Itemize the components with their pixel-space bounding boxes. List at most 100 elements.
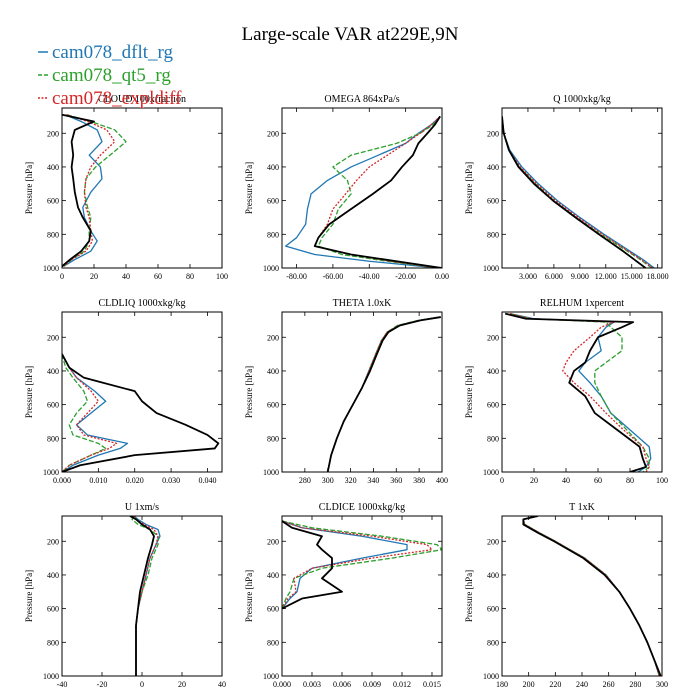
- panel-2: Q 1000xkg/kg Pressure [hPa] 200 400 600 800 10…: [464, 94, 669, 281]
- series-cam078_expldiff: [133, 516, 159, 676]
- series-cam078_expldiff: [62, 353, 118, 472]
- x-tick-label: 180: [496, 680, 508, 689]
- y-tick-label: 600: [487, 197, 499, 206]
- series-obs: [313, 115, 442, 268]
- series-cam078_qt5_rg: [63, 114, 127, 267]
- x-tick-label: 280: [299, 476, 311, 485]
- series-cam078_expldiff: [509, 313, 650, 472]
- y-tick-label: 400: [267, 163, 279, 172]
- y-axis-label: Pressure [hPa]: [464, 162, 474, 214]
- x-tick-label: 3.000: [519, 272, 537, 281]
- x-tick-label: 0.006: [333, 680, 351, 689]
- y-tick-label: 200: [47, 129, 59, 138]
- series-obs: [326, 316, 442, 472]
- x-tick-label: 0: [140, 680, 144, 689]
- legend: cam078_dflt_rgcam078_qt5_rgcam078_expldi…: [38, 42, 182, 109]
- x-tick-label: 18.000: [647, 272, 669, 281]
- x-tick-label: -40.00: [359, 272, 380, 281]
- x-tick-label: 340: [367, 476, 379, 485]
- series-cam078_dflt_rg: [509, 313, 652, 472]
- x-tick-label: 220: [549, 680, 561, 689]
- x-tick-label: 0: [500, 476, 504, 485]
- legend-label: cam078_expldiff: [52, 88, 182, 109]
- x-tick-label: 300: [656, 680, 668, 689]
- x-tick-label: 20: [530, 476, 538, 485]
- y-tick-label: 400: [267, 367, 279, 376]
- series-obs: [62, 113, 95, 268]
- x-tick-label: 20: [90, 272, 98, 281]
- x-tick-label: 0.030: [162, 476, 180, 485]
- x-tick-label: -60.00: [323, 272, 344, 281]
- x-tick-label: 0.00: [435, 272, 449, 281]
- y-tick-label: 400: [47, 367, 59, 376]
- x-tick-label: -40: [57, 680, 68, 689]
- y-tick-label: 1000: [43, 264, 59, 273]
- y-axis-label: Pressure [hPa]: [24, 570, 34, 622]
- y-tick-label: 1000: [483, 672, 499, 681]
- series-cam078_qt5_rg: [502, 116, 653, 268]
- y-tick-label: 400: [47, 163, 59, 172]
- x-tick-label: -80.00: [286, 272, 307, 281]
- series-cam078_qt5_rg: [282, 520, 442, 609]
- series-cam078_dflt_rg: [63, 114, 103, 267]
- panel-4: THETA 1.0xK Pressure [hPa] 200 400 600 800 100…: [244, 298, 448, 485]
- y-tick-label: 200: [47, 333, 59, 342]
- y-tick-label: 400: [47, 571, 59, 580]
- x-tick-label: 40: [218, 680, 226, 689]
- y-tick-label: 600: [47, 197, 59, 206]
- series-cam078_qt5_rg: [509, 313, 650, 472]
- y-tick-label: 400: [267, 571, 279, 580]
- panel-frame: [281, 311, 443, 473]
- y-tick-label: 1000: [43, 468, 59, 477]
- y-tick-label: 600: [487, 401, 499, 410]
- y-tick-label: 200: [47, 537, 59, 546]
- series-cam078_dflt_rg: [133, 516, 161, 676]
- panel-title: OMEGA 864xPa/s: [324, 94, 399, 105]
- x-tick-label: 380: [413, 476, 425, 485]
- panel-title: CLDICE 1000xkg/kg: [319, 502, 405, 513]
- panel-title: CLDLIQ 1000xkg/kg: [99, 298, 186, 309]
- panel-frame: [61, 515, 223, 677]
- series-obs: [129, 516, 155, 676]
- x-tick-label: 0.000: [53, 476, 71, 485]
- series-obs: [522, 516, 662, 676]
- panel-frame: [61, 311, 223, 473]
- series-obs: [502, 116, 647, 268]
- panel-3: CLDLIQ 1000xkg/kg Pressure [hPa] 200 400 600…: [24, 298, 223, 485]
- y-tick-label: 1000: [483, 468, 499, 477]
- y-tick-label: 800: [267, 638, 279, 647]
- x-tick-label: 0.020: [126, 476, 144, 485]
- panel-frame: [501, 107, 663, 269]
- x-tick-label: 200: [523, 680, 535, 689]
- x-tick-label: 40: [562, 476, 570, 485]
- x-tick-label: 0.040: [198, 476, 216, 485]
- x-tick-label: 15.000: [621, 272, 643, 281]
- y-tick-label: 600: [47, 401, 59, 410]
- y-tick-label: 800: [47, 230, 59, 239]
- x-tick-label: 100: [656, 476, 668, 485]
- y-tick-label: 800: [267, 434, 279, 443]
- series-cam078_qt5_rg: [317, 115, 441, 268]
- panel-frame: [501, 515, 663, 677]
- x-tick-label: 0.009: [363, 680, 381, 689]
- y-tick-label: 600: [267, 197, 279, 206]
- y-tick-label: 600: [47, 605, 59, 614]
- series-cam078_dflt_rg: [502, 116, 655, 268]
- legend-label: cam078_qt5_rg: [52, 65, 171, 86]
- series-cam078_qt5_rg: [62, 353, 107, 472]
- panel-frame: [281, 515, 443, 677]
- y-tick-label: 400: [487, 571, 499, 580]
- series-cam078_dflt_rg: [282, 520, 408, 610]
- x-tick-label: 60: [154, 272, 162, 281]
- y-axis-label: Pressure [hPa]: [244, 570, 254, 622]
- y-tick-label: 1000: [483, 264, 499, 273]
- y-tick-label: 200: [487, 129, 499, 138]
- panel-title: THETA 1.0xK: [333, 298, 392, 309]
- series-cam078_expldiff: [282, 520, 433, 609]
- series-cam078_expldiff: [522, 516, 660, 676]
- series-cam078_dflt_rg: [284, 115, 441, 268]
